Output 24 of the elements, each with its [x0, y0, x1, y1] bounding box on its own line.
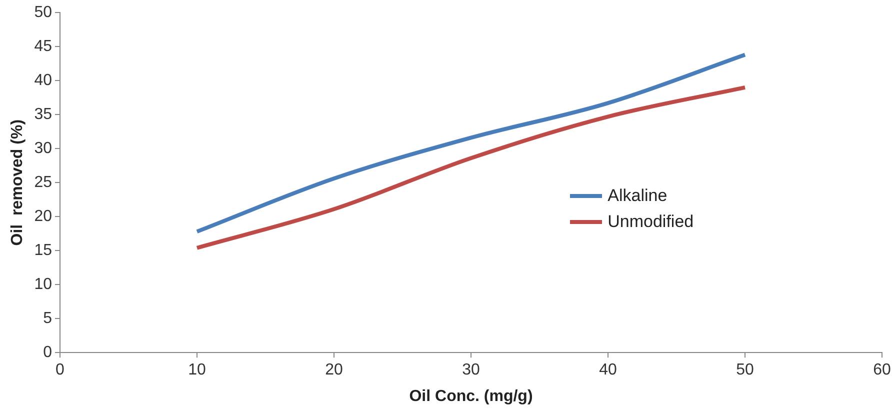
y-tick-label: 30 [34, 140, 52, 158]
y-tick-label: 0 [43, 344, 52, 362]
y-axis-title: Oil removed (%) [9, 119, 26, 246]
y-tick-label: 50 [34, 4, 52, 22]
y-tick-label: 20 [34, 208, 52, 226]
x-tick-label: 10 [188, 362, 206, 379]
x-tick-label: 30 [462, 362, 480, 379]
x-tick-label: 60 [873, 362, 891, 379]
x-tick-label: 40 [599, 362, 617, 379]
x-axis-title: Oil Conc. (mg/g) [409, 388, 533, 405]
x-tick-label: 0 [56, 362, 65, 379]
y-tick-label: 15 [34, 242, 52, 260]
legend-label: Unmodified [608, 212, 694, 232]
y-tick-label: 10 [34, 276, 52, 294]
x-tick-label: 20 [325, 362, 343, 379]
y-tick-label: 40 [34, 72, 52, 90]
y-tick-label: 45 [34, 38, 52, 56]
y-tick-label: 25 [34, 174, 52, 192]
line-series [195, 85, 747, 250]
line-series [195, 52, 747, 234]
y-tick-label: 5 [43, 310, 52, 328]
x-tick-label: 50 [736, 362, 754, 379]
y-tick-label: 35 [34, 106, 52, 124]
legend-label: Alkaline [608, 186, 668, 206]
